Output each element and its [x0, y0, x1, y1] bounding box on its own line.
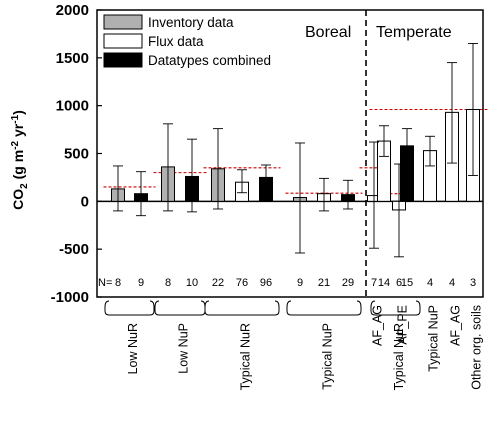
group-label: Low NuP	[176, 323, 190, 374]
group-bracket	[204, 300, 280, 316]
n-label: 4	[427, 277, 433, 289]
n-label: 9	[138, 277, 144, 289]
n-label: 22	[212, 277, 224, 289]
group-label: Typical NuP	[426, 305, 440, 372]
n-label: 6	[396, 277, 402, 289]
n-label: 10	[186, 277, 198, 289]
axes: -1000 -500 0 500 1000 1500 2000	[51, 2, 484, 306]
legend-swatch-inventory	[103, 14, 143, 30]
group-bracket	[154, 300, 206, 316]
y-axis-label: CO2 (g m-2 yr-1)	[10, 110, 30, 210]
group-bracket	[104, 300, 155, 316]
group-label: Typical NuR	[392, 323, 406, 390]
group-label: AF_AG	[370, 305, 384, 346]
group-bracket	[370, 300, 421, 316]
bars	[111, 108, 480, 211]
n-label: 8	[165, 277, 171, 289]
n-label: 7	[371, 277, 377, 289]
y-tick-label: 1000	[56, 98, 89, 115]
n-label: 9	[297, 277, 303, 289]
n-label: 29	[342, 277, 354, 289]
y-tick-label: 0	[81, 193, 89, 210]
legend-swatch-flux	[103, 33, 143, 49]
group-label: Low NuR	[126, 323, 140, 374]
region-label-temperate: Temperate	[376, 24, 452, 41]
group-bracket	[286, 300, 362, 316]
y-tick-label: 2000	[56, 2, 89, 19]
n-prefix: N=	[98, 277, 112, 289]
group-label: Typical NuR	[238, 323, 252, 390]
legend-swatch-combined	[103, 52, 143, 68]
n-label: 3	[470, 277, 476, 289]
mean-lines	[103, 108, 488, 195]
legend-label-inventory: Inventory data	[148, 15, 234, 30]
y-tick-label: -500	[59, 241, 89, 258]
n-label: 76	[236, 277, 248, 289]
group-label: Other org. soils	[469, 305, 483, 390]
legend-label-combined: Datatypes combined	[148, 53, 271, 68]
error-bars	[113, 43, 478, 258]
y-tick-label: -1000	[51, 289, 89, 306]
y-tick-label: 500	[64, 146, 89, 163]
n-label: 96	[260, 277, 272, 289]
group-label: Typical NuP	[320, 323, 334, 390]
group-label: AF_AG	[448, 305, 462, 346]
n-label: 14	[378, 277, 390, 289]
legend: Inventory data Flux data Datatypes combi…	[103, 14, 271, 68]
region-label-boreal: Boreal	[305, 24, 351, 41]
n-label: 8	[115, 277, 121, 289]
legend-label-flux: Flux data	[148, 34, 204, 49]
n-label: 15	[401, 277, 413, 289]
n-label: 21	[318, 277, 330, 289]
y-tick-label: 1500	[56, 50, 89, 67]
n-label: 4	[449, 277, 455, 289]
